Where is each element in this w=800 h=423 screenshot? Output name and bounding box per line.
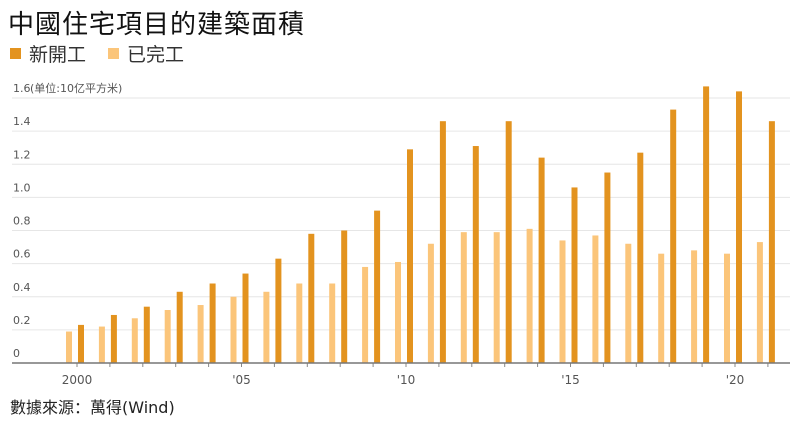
bar-completed-2005 (230, 296, 237, 363)
bar-new-starts-2010 (407, 149, 413, 363)
bar-completed-2001 (98, 326, 105, 363)
bar-completed-2017 (625, 243, 632, 363)
bar-completed-2021 (756, 242, 763, 363)
bar-completed-2013 (493, 232, 500, 363)
bar-new-starts-2002 (143, 306, 150, 363)
x-tick-label: '15 (561, 373, 580, 387)
bar-new-starts-2000 (78, 324, 84, 363)
y-tick-label: 1.6 (13, 82, 31, 95)
legend-label-new-starts: 新開工 (29, 44, 87, 66)
bar-new-starts-2001 (110, 314, 117, 363)
bar-new-starts-2003 (176, 291, 183, 363)
bar-completed-2007 (296, 283, 303, 363)
bar-completed-2019 (691, 250, 698, 363)
bar-new-starts-2017 (637, 152, 644, 363)
bar-new-starts-2014 (538, 157, 545, 363)
bar-completed-2011 (427, 243, 434, 363)
x-tick-label: '20 (726, 373, 745, 387)
y-tick-label: 0 (13, 347, 20, 360)
y-tick-label: 0.4 (13, 281, 31, 294)
bar-new-starts-2009 (374, 210, 381, 363)
y-tick-label: 0.6 (13, 248, 31, 261)
y-tick-label: 1.0 (13, 181, 31, 194)
bar-new-starts-2021 (768, 121, 775, 363)
legend: 新開工 已完工 (10, 40, 184, 67)
bar-new-starts-2007 (308, 233, 315, 363)
bar-completed-2020 (724, 253, 730, 363)
bar-completed-2006 (263, 291, 270, 363)
bar-completed-2008 (329, 283, 336, 363)
bar-completed-2004 (197, 305, 204, 363)
bar-new-starts-2012 (472, 146, 479, 363)
bar-completed-2012 (460, 232, 467, 363)
y-tick-label: 1.4 (13, 115, 31, 128)
y-tick-label: 0.8 (13, 215, 31, 228)
legend-item-completed: 已完工 (108, 40, 184, 67)
x-tick-label: 2000 (62, 373, 93, 387)
bar-new-starts-2015 (571, 187, 578, 363)
y-tick-label: 1.2 (13, 148, 31, 161)
bar-new-starts-2020 (736, 91, 742, 363)
bar-completed-2015 (559, 240, 566, 363)
legend-item-new-starts: 新開工 (10, 40, 86, 67)
legend-label-completed: 已完工 (127, 44, 185, 66)
bar-new-starts-2013 (505, 121, 512, 363)
bar-new-starts-2016 (604, 172, 611, 363)
bar-new-starts-2004 (209, 283, 216, 363)
x-tick-label: '10 (397, 373, 416, 387)
y-tick-label: 0.2 (13, 314, 31, 327)
y-axis-unit-label: (单位:10亿平方米) (30, 81, 122, 95)
chart-title: 中國住宅項目的建築面積 (8, 10, 306, 40)
bar-new-starts-2005 (242, 273, 249, 363)
bar-completed-2000 (66, 331, 72, 363)
legend-swatch-new-starts (10, 48, 21, 59)
bar-completed-2018 (658, 253, 665, 363)
bar-completed-2009 (362, 266, 369, 363)
bar-completed-2014 (526, 228, 533, 363)
bar-new-starts-2011 (439, 121, 446, 363)
bar-completed-2010 (395, 261, 401, 363)
bar-new-starts-2019 (703, 86, 710, 363)
bar-completed-2003 (164, 310, 171, 363)
legend-swatch-completed (108, 48, 120, 59)
x-tick-label: '05 (232, 373, 251, 387)
bar-completed-2016 (592, 235, 599, 363)
bar-new-starts-2008 (341, 230, 348, 363)
bar-completed-2002 (131, 318, 138, 363)
bar-new-starts-2006 (275, 258, 282, 363)
source-note: 數據來源：萬得(Wind) (10, 398, 175, 417)
bar-new-starts-2018 (670, 109, 677, 363)
